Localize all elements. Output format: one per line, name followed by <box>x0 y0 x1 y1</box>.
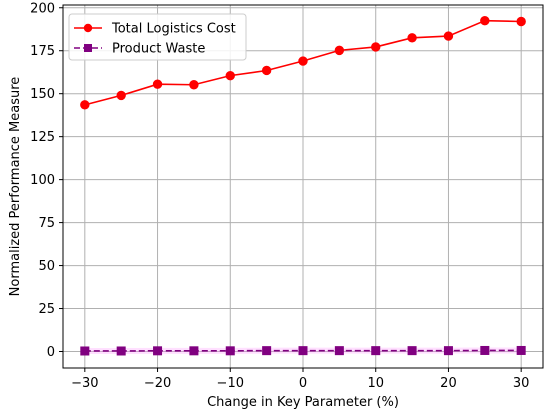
y-tick-label: 150 <box>30 87 55 102</box>
product-waste-point <box>80 346 90 356</box>
product-waste-point <box>153 346 163 356</box>
x-tick-label: 10 <box>367 376 384 391</box>
logistics-cost-point <box>407 33 417 43</box>
logistics-cost-point <box>261 65 272 76</box>
logistics-cost-point <box>334 45 345 56</box>
x-axis-label: Change in Key Parameter (%) <box>207 395 399 410</box>
y-tick-label: 0 <box>47 345 55 360</box>
y-tick-label: 125 <box>30 130 55 145</box>
logistics-cost-point <box>298 56 308 66</box>
y-tick-label: 50 <box>38 259 55 274</box>
logistics-cost-point <box>480 15 490 26</box>
y-tick-label: 200 <box>30 1 55 16</box>
product-waste-point <box>480 345 490 355</box>
legend: Total Logistics Cost Product Waste <box>68 13 247 61</box>
product-waste-point <box>225 346 235 356</box>
legend-marker-square <box>84 44 92 52</box>
logistics-cost-point <box>225 70 235 81</box>
legend-label: Total Logistics Cost <box>111 22 236 37</box>
logistics-cost-point <box>516 16 526 27</box>
product-waste-point <box>116 346 126 356</box>
logistics-cost-point <box>189 80 199 90</box>
x-tick-label: −30 <box>71 376 98 391</box>
logistics-cost-point <box>80 100 90 110</box>
legend-box <box>68 13 247 61</box>
logistics-cost-point <box>116 90 126 101</box>
y-tick-label: 25 <box>38 302 55 317</box>
x-tick-label: 20 <box>440 376 457 391</box>
logistics-cost-point <box>152 79 163 89</box>
logistics-cost-point <box>443 31 454 41</box>
y-tick-label: 75 <box>38 216 55 231</box>
logistics-cost-point <box>371 42 381 52</box>
x-tick-label: 30 <box>513 376 530 391</box>
legend-label: Product Waste <box>112 42 205 57</box>
product-waste-point <box>516 345 526 355</box>
x-tick-label: 0 <box>299 376 307 391</box>
product-waste-point <box>334 346 344 356</box>
y-tick-label: 100 <box>30 173 55 188</box>
axis-ticks: −30 −20 −10 0 10 20 30 0 25 50 75 100 125 150 175 200 <box>30 1 529 391</box>
product-waste-point <box>262 346 272 356</box>
y-tick-label: 175 <box>30 44 55 59</box>
product-waste-point <box>443 346 453 356</box>
product-waste-point <box>371 346 381 356</box>
x-tick-label: −10 <box>217 376 244 391</box>
y-axis-label: Normalized Performance Measure <box>8 77 23 297</box>
series-layer <box>80 15 526 356</box>
x-tick-label: −20 <box>144 376 171 391</box>
legend-marker-circle <box>83 23 93 33</box>
product-waste-point <box>407 346 417 356</box>
product-waste-point <box>298 346 308 356</box>
product-waste-point <box>189 346 199 356</box>
